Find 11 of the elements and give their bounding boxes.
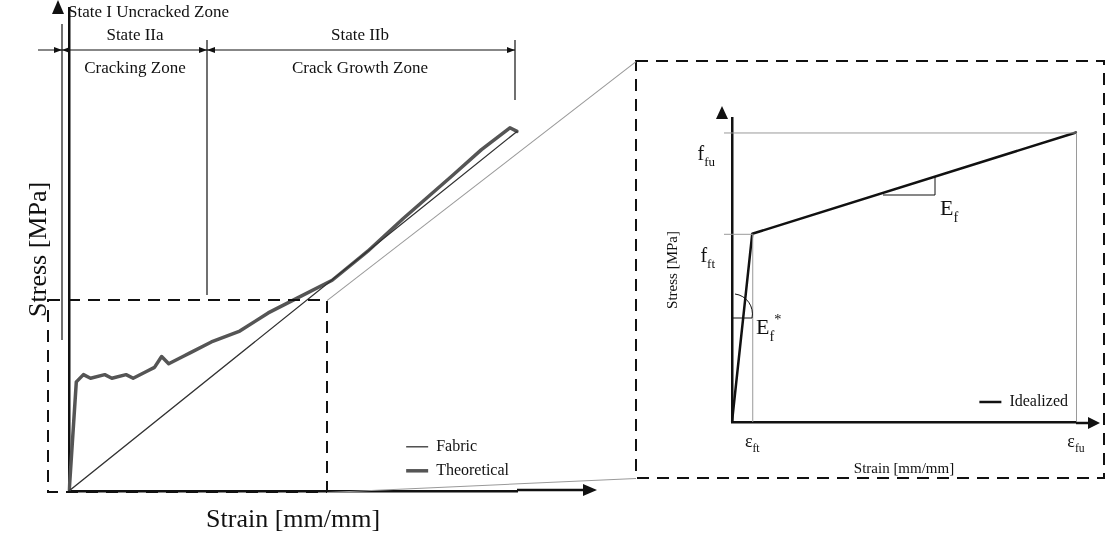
text: State IIb xyxy=(330,25,390,44)
legend-label: Fabric xyxy=(436,437,478,454)
y-axis-title: Stress [MPa] xyxy=(663,231,680,309)
text: Crack Growth Zone xyxy=(292,58,428,77)
legend-label: Idealized xyxy=(1009,392,1068,410)
y-axis-title: Stress [MPa] xyxy=(23,181,53,317)
x-axis-title: Strain [mm/mm] xyxy=(853,459,955,476)
legend-label: Theoretical xyxy=(436,461,510,478)
text: State IIa xyxy=(106,25,165,44)
text: Cracking Zone xyxy=(84,58,186,77)
x-axis-title: Strain [mm/mm] xyxy=(206,504,381,534)
